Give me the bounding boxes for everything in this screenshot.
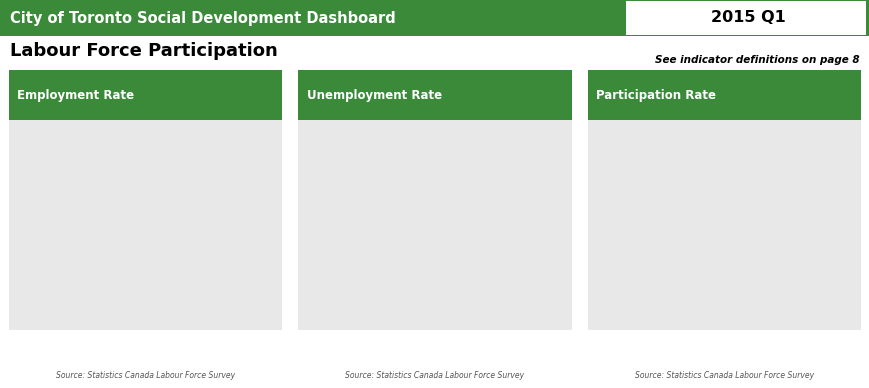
Text: Source: Statistics Canada Labour Force Survey: Source: Statistics Canada Labour Force S… bbox=[56, 371, 235, 380]
Text: See indicator definitions on page 8: See indicator definitions on page 8 bbox=[654, 55, 859, 65]
Text: Source: Statistics Canada Labour Force Survey: Source: Statistics Canada Labour Force S… bbox=[634, 371, 813, 380]
Text: Labour Force Participation: Labour Force Participation bbox=[10, 42, 278, 60]
Text: Source: Statistics Canada Labour Force Survey: Source: Statistics Canada Labour Force S… bbox=[345, 371, 524, 380]
Text: Participation Rate: Participation Rate bbox=[595, 88, 715, 102]
Text: Unemployment Rate: Unemployment Rate bbox=[307, 88, 441, 102]
Text: Employment Rate: Employment Rate bbox=[17, 88, 135, 102]
Text: City of Toronto Social Development Dashboard: City of Toronto Social Development Dashb… bbox=[10, 10, 395, 26]
Text: 2015 Q1: 2015 Q1 bbox=[710, 10, 785, 26]
